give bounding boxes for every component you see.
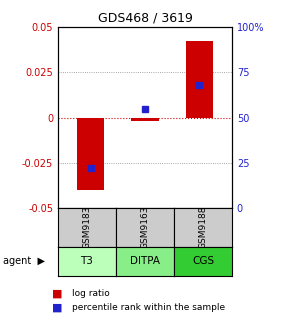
Bar	[77, 118, 104, 190]
Bar	[131, 118, 159, 121]
Text: agent  ▶: agent ▶	[3, 256, 45, 266]
Text: GSM9188: GSM9188	[198, 206, 208, 249]
Text: GSM9163: GSM9163	[140, 206, 150, 249]
Text: ■: ■	[52, 289, 63, 299]
Text: ■: ■	[52, 302, 63, 312]
Text: GSM9183: GSM9183	[82, 206, 92, 249]
Text: log ratio: log ratio	[72, 290, 110, 298]
Text: percentile rank within the sample: percentile rank within the sample	[72, 303, 226, 312]
Text: T3: T3	[81, 256, 93, 266]
Text: DITPA: DITPA	[130, 256, 160, 266]
Text: CGS: CGS	[192, 256, 214, 266]
Text: GDS468 / 3619: GDS468 / 3619	[97, 12, 193, 25]
Bar	[186, 41, 213, 118]
